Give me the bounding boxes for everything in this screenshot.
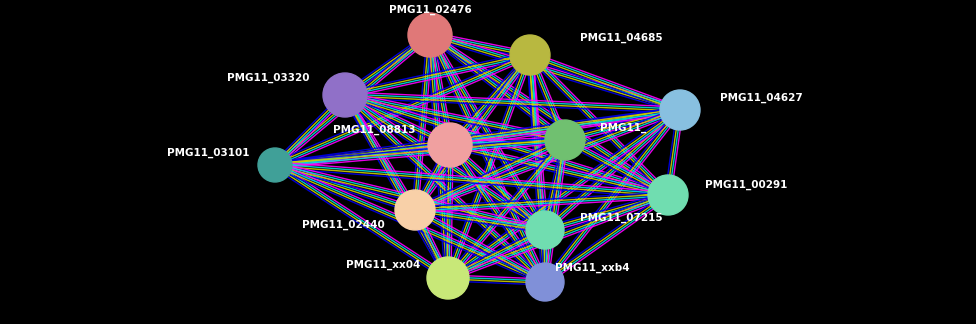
Text: PMG11_07215: PMG11_07215 bbox=[580, 213, 663, 223]
Circle shape bbox=[510, 35, 550, 75]
Circle shape bbox=[408, 13, 452, 57]
Text: PMG11_: PMG11_ bbox=[600, 123, 646, 133]
Text: PMG11_xx04: PMG11_xx04 bbox=[346, 260, 420, 270]
Circle shape bbox=[526, 263, 564, 301]
Circle shape bbox=[648, 175, 688, 215]
Circle shape bbox=[545, 120, 585, 160]
Text: PMG11_04685: PMG11_04685 bbox=[580, 33, 663, 43]
Text: PMG11_02476: PMG11_02476 bbox=[388, 5, 471, 15]
Circle shape bbox=[428, 123, 472, 167]
Text: PMG11_02440: PMG11_02440 bbox=[303, 220, 385, 230]
Circle shape bbox=[323, 73, 367, 117]
Circle shape bbox=[660, 90, 700, 130]
Text: PMG11_00291: PMG11_00291 bbox=[705, 180, 788, 190]
Text: PMG11_04627: PMG11_04627 bbox=[720, 93, 802, 103]
Circle shape bbox=[526, 211, 564, 249]
Circle shape bbox=[258, 148, 292, 182]
Text: PMG11_03101: PMG11_03101 bbox=[168, 148, 250, 158]
Text: PMG11_08813: PMG11_08813 bbox=[333, 125, 415, 135]
Circle shape bbox=[395, 190, 435, 230]
Text: PMG11_xxb4: PMG11_xxb4 bbox=[555, 263, 630, 273]
Circle shape bbox=[427, 257, 469, 299]
Text: PMG11_03320: PMG11_03320 bbox=[227, 73, 310, 83]
